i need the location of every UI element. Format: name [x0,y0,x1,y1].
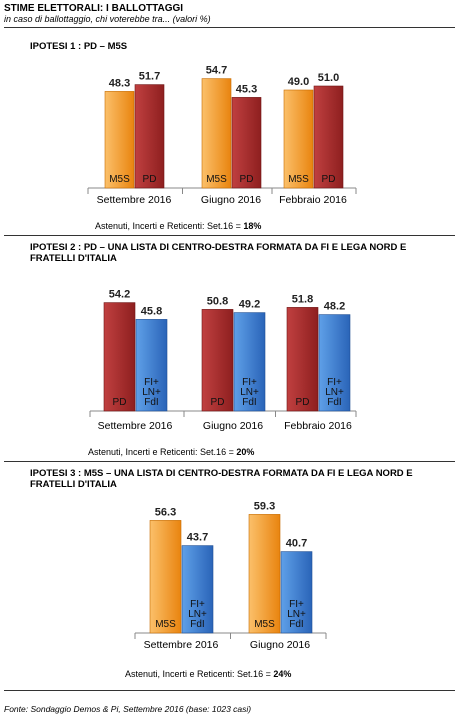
bar-m5s [201,78,232,189]
data-label: 51.8 [292,293,313,305]
bar-pd [313,85,344,189]
bar-series-label: M5S [206,174,227,185]
data-label: 40.7 [286,538,307,550]
bar-series-label: FI+ LN+ FdI [287,599,306,630]
bar-series-label: PD [240,174,254,185]
bar-fi [233,312,266,412]
category-label: Giugno 2016 [250,639,310,651]
page-title: STIME ELETTORALI: I BALLOTTAGGI [4,3,184,14]
bar-fi [135,319,168,412]
category-label: Settembre 2016 [144,639,219,651]
category-label: Giugno 2016 [201,194,261,206]
bar-series-label: PD [143,174,157,185]
bar-series-label: M5S [155,619,176,630]
divider [4,235,455,236]
bar-fi [318,314,351,412]
data-label: 54.7 [206,65,227,77]
bar-pd [201,309,234,412]
bar-series-label: PD [322,174,336,185]
page-subtitle: in caso di ballottaggio, chi voterebbe t… [4,14,211,24]
data-label: 59.3 [254,500,275,512]
data-label: 45.3 [236,83,257,95]
bar-m5s [149,520,182,634]
divider [4,27,455,28]
category-label: Settembre 2016 [98,420,173,432]
data-label: 45.8 [141,305,162,317]
bar-series-label: FI+ LN+ FdI [188,599,207,630]
bar-series-label: M5S [254,619,275,630]
category-label: Settembre 2016 [97,194,172,206]
chart-3-note: Astenuti, Incerti e Reticenti: Set.16 = … [125,669,292,679]
bar-pd [103,302,136,412]
bar-m5s [104,91,135,189]
bar-series-label: FI+ LN+ FdI [325,377,344,408]
divider [4,461,455,462]
bar-series-label: PD [211,397,225,408]
chart-2-heading: IPOTESI 2 : PD – UNA LISTA DI CENTRO-DES… [30,242,407,264]
data-label: 54.2 [109,289,130,301]
data-label: 48.3 [109,77,130,89]
data-label: 51.7 [139,71,160,83]
chart-1-note: Astenuti, Incerti e Reticenti: Set.16 = … [95,221,262,231]
bar-series-label: M5S [109,174,130,185]
data-label: 49.0 [288,76,309,88]
bar-pd [286,307,319,412]
source-note: Fonte: Sondaggio Demos & Pi, Settembre 2… [4,704,252,714]
bar-series-label: PD [296,397,310,408]
divider [4,690,455,691]
data-label: 50.8 [207,295,228,307]
bar-fi [181,545,214,634]
category-label: Febbraio 2016 [284,420,352,432]
chart-2-note: Astenuti, Incerti e Reticenti: Set.16 = … [88,447,255,457]
bar-series-label: M5S [288,174,309,185]
chart-3-heading: IPOTESI 3 : M5S – UNA LISTA DI CENTRO-DE… [30,468,413,490]
bar-m5s [248,514,281,634]
data-label: 51.0 [318,72,339,84]
bar-pd [231,97,262,189]
category-label: Febbraio 2016 [279,194,347,206]
bar-pd [134,84,165,189]
data-label: 49.2 [239,299,260,311]
bar-series-label: FI+ LN+ FdI [142,377,161,408]
data-label: 43.7 [187,532,208,544]
bar-series-label: PD [113,397,127,408]
data-label: 48.2 [324,301,345,313]
data-label: 56.3 [155,506,176,518]
bar-fi [280,551,313,634]
category-label: Giugno 2016 [203,420,263,432]
bar-series-label: FI+ LN+ FdI [240,377,259,408]
bar-m5s [283,89,314,189]
chart-1-heading: IPOTESI 1 : PD – M5S [30,41,128,52]
